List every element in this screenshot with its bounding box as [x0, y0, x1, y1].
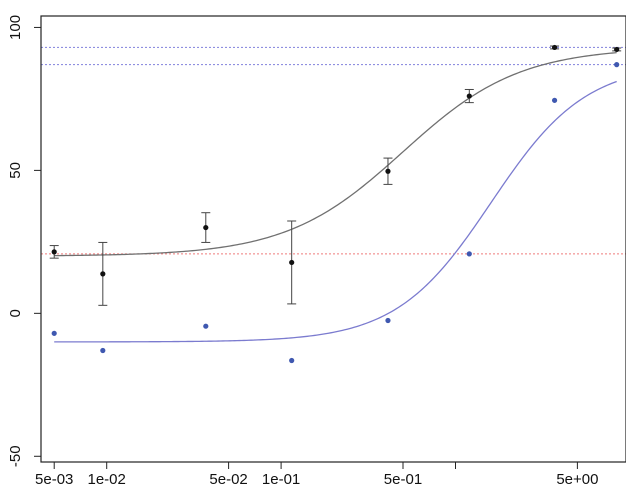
data-point-series-1 — [614, 46, 620, 53]
y-tick-label: -50 — [7, 445, 24, 467]
data-point-series-2 — [51, 330, 57, 336]
x-tick-label: 5e-03 — [35, 471, 73, 488]
fit-curve-1 — [54, 51, 617, 257]
x-tick-label: 5e-01 — [384, 471, 422, 488]
x-tick-label: 1e-01 — [262, 471, 300, 488]
data-point-series-2 — [466, 251, 472, 257]
x-tick-label: 5e-02 — [209, 471, 247, 488]
x-tick-label: 5e+00 — [556, 471, 598, 488]
data-points — [51, 44, 620, 364]
y-tick-label: 100 — [7, 15, 24, 40]
y-tick-label: 50 — [7, 162, 24, 179]
y-axis: -50 0 50 100 — [7, 15, 41, 467]
fit-curves — [54, 51, 617, 343]
data-point-series-1 — [289, 259, 295, 266]
data-point-series-2 — [100, 347, 106, 354]
fit-curve-2 — [54, 80, 617, 343]
plot-frame — [40, 15, 626, 463]
data-point-series-2 — [289, 357, 295, 364]
reference-lines — [41, 46, 626, 255]
data-point-series-2 — [614, 62, 620, 68]
x-tick-label: 1e-02 — [88, 471, 126, 488]
data-point-series-2 — [551, 97, 558, 103]
data-point-series-1 — [51, 249, 57, 255]
y-tick-label: 0 — [7, 309, 24, 317]
data-point-series-1 — [466, 93, 472, 99]
data-point-series-2 — [203, 323, 209, 329]
data-point-series-1 — [203, 224, 209, 231]
x-axis: 5e-03 1e-02 5e-02 1e-01 5e-01 5e+00 — [35, 462, 598, 488]
error-bars — [49, 45, 622, 306]
data-point-series-2 — [385, 317, 391, 324]
data-point-series-1 — [385, 168, 391, 174]
data-point-series-1 — [100, 271, 106, 277]
data-point-series-1 — [551, 44, 558, 51]
